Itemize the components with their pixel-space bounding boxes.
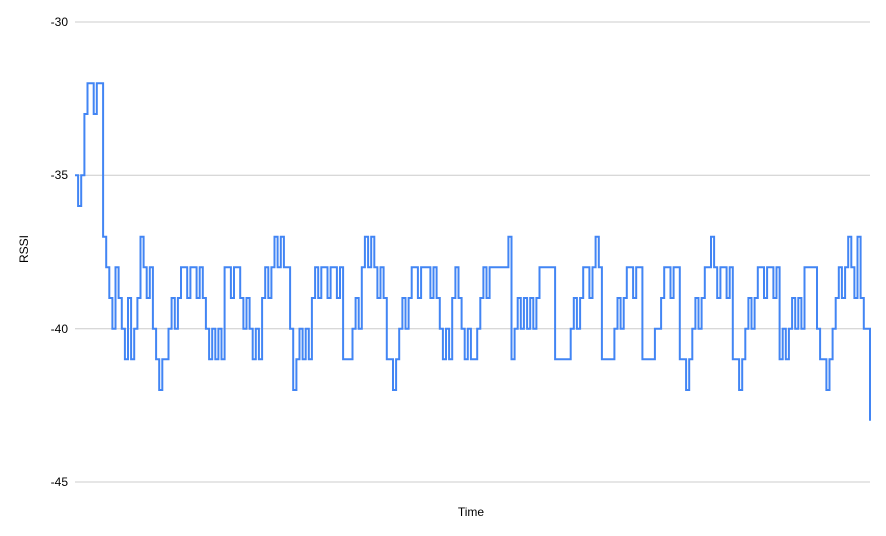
y-axis-tick-label: -35: [50, 168, 68, 183]
y-axis-tick-label: -40: [50, 321, 68, 336]
x-axis-title: Time: [457, 505, 485, 519]
y-axis-tick-label: -30: [50, 15, 68, 29]
y-axis-title: RSSI: [17, 234, 31, 264]
rssi-series-line: [75, 82, 871, 421]
y-axis-tick-label: -45: [50, 475, 68, 489]
